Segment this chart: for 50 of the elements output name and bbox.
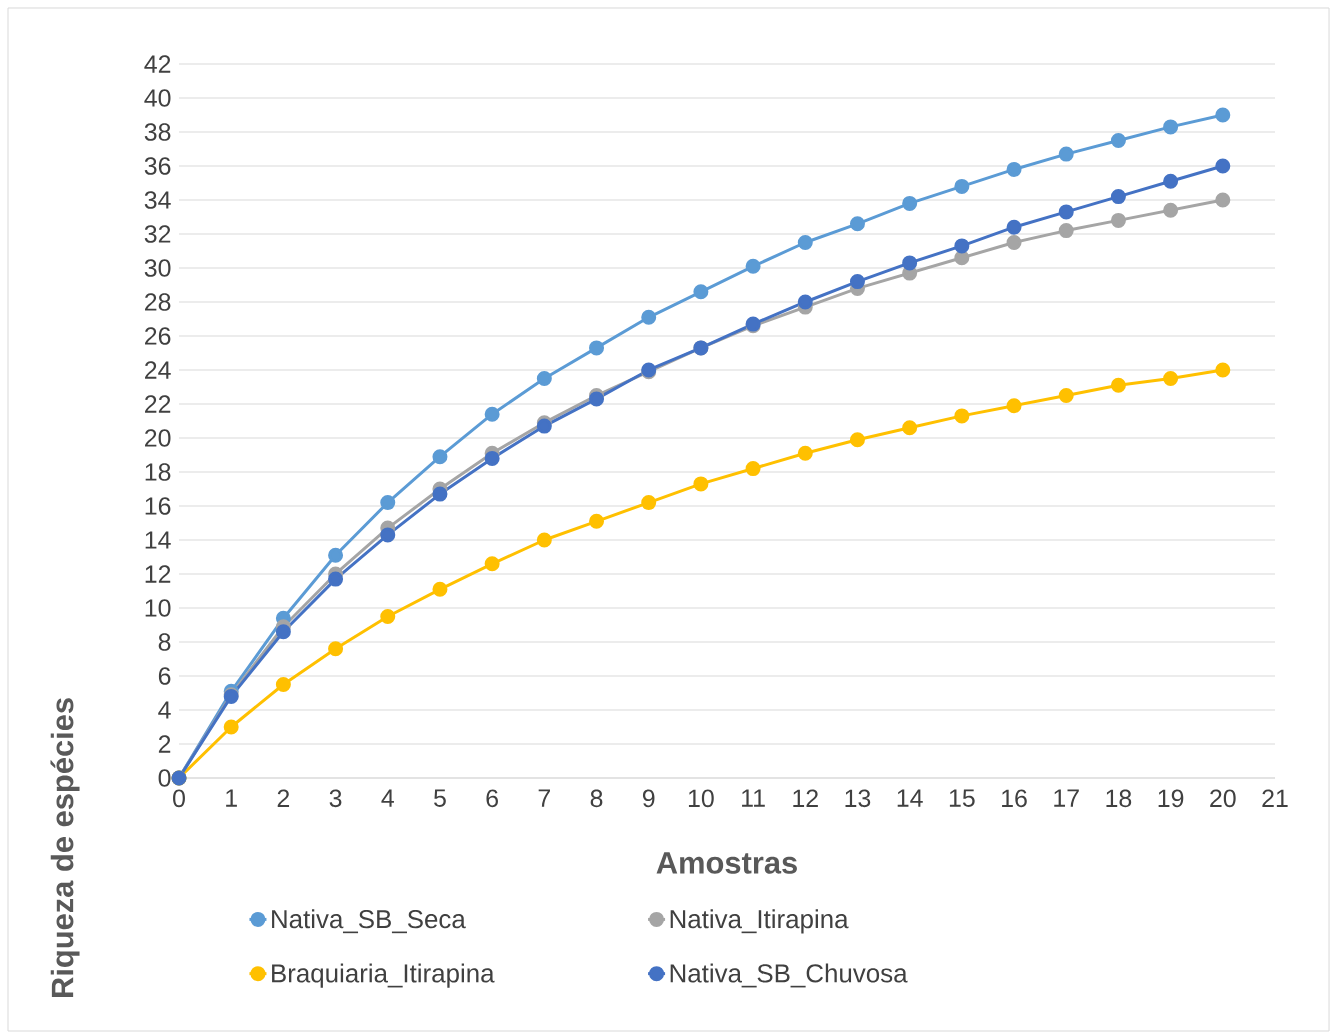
y-tick-label: 14	[145, 531, 171, 549]
x-tick-label: 10	[688, 789, 714, 808]
x-tick-label: 18	[1106, 789, 1132, 808]
x-tick-label: 20	[1210, 789, 1236, 808]
x-tick-label: 8	[590, 789, 603, 808]
y-tick-label: 4	[158, 701, 171, 719]
y-tick-label: 24	[145, 361, 171, 379]
y-tick-label: 42	[144, 55, 171, 73]
y-tick-label: 18	[145, 463, 171, 481]
legend-label: Nativa_Itirapina	[670, 909, 849, 934]
y-tick-label: 20	[145, 429, 171, 447]
y-tick-label: 12	[145, 565, 171, 583]
y-tick-label: 32	[144, 225, 171, 243]
x-tick-label: 11	[742, 789, 765, 807]
x-tick-label: 15	[949, 789, 975, 807]
y-tick-label: 26	[145, 327, 171, 345]
legend-label: Nativa_SB_Chuvosa	[670, 963, 908, 988]
y-tick-label: 40	[144, 89, 171, 107]
x-tick-label: 9	[642, 789, 655, 808]
x-tick-label: 1	[226, 789, 237, 807]
y-tick-label: 30	[144, 259, 171, 277]
legend-label: Nativa_SB_Seca	[272, 909, 466, 934]
x-tick-label: 17	[1054, 789, 1079, 807]
x-tick-label: 6	[486, 789, 498, 808]
y-tick-label: 22	[145, 395, 171, 413]
x-tick-label: 2	[277, 789, 290, 807]
legend-label: Braquiaria_Itirapina	[272, 963, 495, 988]
x-tick-label: 7	[538, 789, 550, 807]
x-tick-label: 0	[173, 789, 185, 808]
x-tick-label: 13	[845, 789, 871, 808]
x-tick-label: 19	[1158, 789, 1184, 808]
x-tick-label: 3	[329, 789, 342, 808]
x-axis-title: Amostras	[656, 852, 797, 874]
y-axis-title: Riqueza de espécies	[50, 698, 80, 997]
y-tick-label: 28	[145, 293, 171, 311]
y-tick-label: 16	[145, 497, 171, 515]
x-tick-label: 12	[793, 789, 818, 807]
y-tick-label: 10	[145, 599, 171, 617]
x-tick-label: 5	[434, 789, 446, 807]
y-tick-label: 2	[158, 735, 171, 753]
y-tick-label: 34	[144, 191, 171, 209]
x-tick-label: 14	[897, 789, 923, 807]
y-tick-label: 8	[158, 633, 171, 651]
y-tick-label: 38	[144, 123, 171, 141]
x-tick-label: 4	[381, 789, 394, 807]
y-tick-label: 36	[144, 157, 171, 175]
x-tick-label: 16	[1002, 789, 1027, 808]
y-tick-label: 0	[158, 769, 171, 787]
y-tick-label: 6	[158, 667, 171, 685]
x-tick-label: 21	[1262, 789, 1288, 807]
